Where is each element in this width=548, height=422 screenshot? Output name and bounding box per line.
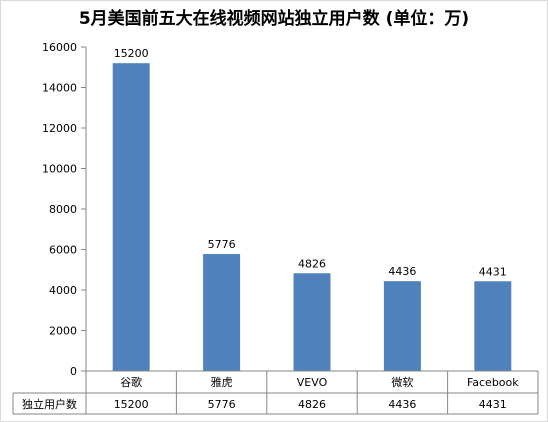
category-label: 雅虎 [211,375,233,389]
y-tick-label: 0 [70,365,77,378]
category-label: 谷歌 [120,375,142,389]
category-label: 微软 [391,375,413,389]
series-name-cell: 独立用户数 [22,397,77,411]
category-label: Facebook [467,376,519,389]
y-tick-label: 8000 [49,203,77,216]
y-tick-label: 16000 [42,41,77,54]
bar-data-label: 4826 [298,257,326,270]
table-value-cell: 5776 [208,398,236,411]
bar-data-label: 4436 [388,265,416,278]
y-tick-label: 10000 [42,163,77,176]
data-labels-group: 15200 5776 4826 4436 4431 [114,47,507,278]
bar [474,281,512,371]
table-value-cell: 4436 [388,398,416,411]
table-value-cell: 15200 [114,398,149,411]
y-tick-label: 6000 [49,244,77,257]
y-tick-label: 12000 [42,122,77,135]
bars-group [112,63,512,371]
bar [203,254,241,371]
table-value-cell: 4431 [479,398,507,411]
y-tick-label: 2000 [49,325,77,338]
y-tick-label: 14000 [42,82,77,95]
y-tick-label: 4000 [49,284,77,297]
bar [293,273,331,371]
bar-data-label: 5776 [208,238,236,251]
bar-data-label: 15200 [114,47,149,60]
chart-title: 5月美国前五大在线视频网站独立用户数 (单位：万) [79,8,469,29]
y-axis: 0 2000 4000 6000 8000 10000 12000 14000 16000 [42,41,87,378]
bar [112,63,150,371]
bar [383,281,421,371]
bar-data-label: 4431 [479,265,507,278]
data-table: 谷歌 雅虎 VEVO 微软 Facebook 独立用户数 15200 5776 4826 4436… [12,370,539,415]
table-value-cell: 4826 [298,398,326,411]
category-label: VEVO [297,376,328,389]
